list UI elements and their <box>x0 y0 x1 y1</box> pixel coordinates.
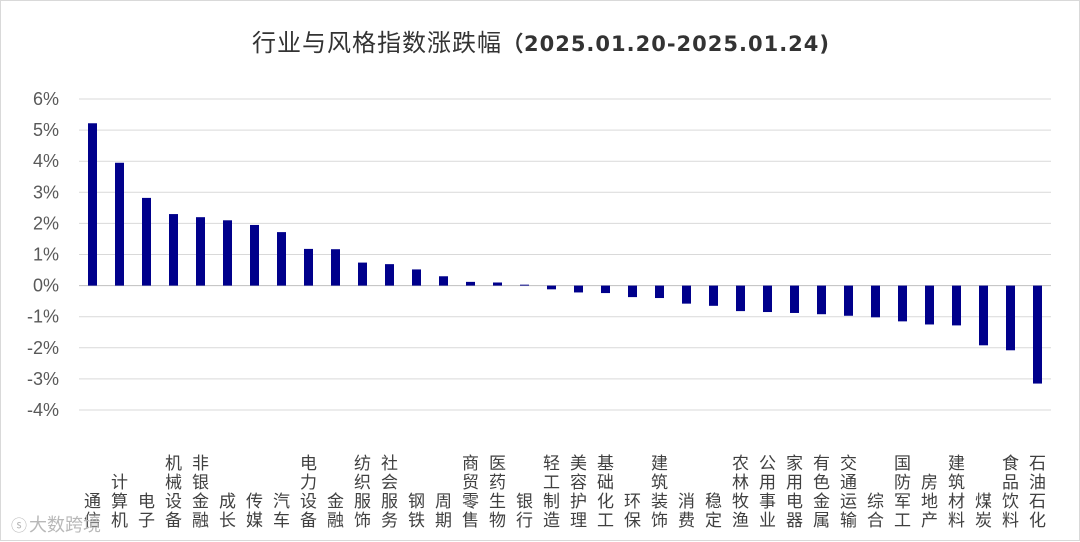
bar <box>466 281 475 286</box>
x-tick-label: 轻工制造 <box>543 454 560 531</box>
bar <box>790 285 799 313</box>
bar <box>250 224 259 286</box>
y-tick-label: 4% <box>33 151 59 171</box>
chart-title-date-range: （2025.01.20-2025.01.24) <box>501 32 830 56</box>
x-tick-label: 非银金融 <box>192 454 209 531</box>
x-tick-label: 纺织服饰 <box>354 454 371 531</box>
watermark-logo-icon: ⓢ <box>11 516 28 535</box>
y-tick-label: -2% <box>27 338 59 358</box>
y-tick-label: 3% <box>33 182 59 202</box>
bar <box>817 285 826 315</box>
bar <box>358 262 367 286</box>
x-tick-label: 公用事业 <box>759 454 776 531</box>
x-tick-label: 美容护理 <box>570 454 587 531</box>
x-tick-label: 国防军工 <box>894 454 911 531</box>
bar <box>952 285 961 326</box>
chart-title-main: 行业与风格指数涨跌幅 <box>251 29 502 57</box>
x-tick-label: 环保 <box>624 492 641 531</box>
x-tick-label: 金融 <box>327 492 344 531</box>
bar <box>925 285 934 325</box>
x-tick-label: 农林牧渔 <box>732 454 749 531</box>
x-tick-label: 通信 <box>84 492 101 531</box>
bar <box>115 162 124 286</box>
x-tick-label: 稳定 <box>705 492 722 531</box>
bar <box>304 248 313 286</box>
watermark-text: 大数跨境 <box>29 515 102 536</box>
y-tick-label: -4% <box>27 400 59 420</box>
y-tick-label: 2% <box>33 213 59 233</box>
x-tick-label: 计算机 <box>111 473 128 531</box>
x-tick-label: 钢铁 <box>408 492 425 531</box>
y-tick-label: -3% <box>27 369 59 389</box>
x-tick-label: 房地产 <box>921 473 938 531</box>
bar <box>493 282 502 286</box>
x-tick-label: 基础化工 <box>597 454 614 531</box>
bar <box>547 285 556 290</box>
bar <box>655 285 664 299</box>
x-tick-label: 机械设备 <box>165 454 182 531</box>
x-tick-label: 建筑装饰 <box>651 454 668 531</box>
chart-title: 行业与风格指数涨跌幅（2025.01.20-2025.01.24) <box>1 23 1080 58</box>
x-tick-label: 电力设备 <box>300 454 317 531</box>
bar <box>682 285 691 304</box>
y-tick-label: 1% <box>33 245 59 265</box>
bar <box>601 285 610 294</box>
bar <box>763 285 772 313</box>
bar <box>1006 285 1015 351</box>
x-tick-label: 成长 <box>219 492 236 531</box>
x-tick-label: 周期 <box>435 492 452 531</box>
bar <box>898 285 907 322</box>
y-tick-label: 0% <box>33 276 59 296</box>
bar <box>574 285 583 293</box>
bar <box>709 285 718 306</box>
x-tick-label: 有色金属 <box>813 454 830 531</box>
bar <box>1033 285 1042 384</box>
x-tick-label: 石油石化 <box>1029 454 1046 531</box>
x-tick-label: 综合 <box>867 492 884 531</box>
bar <box>736 285 745 312</box>
bar <box>844 285 853 316</box>
x-tick-label: 医药生物 <box>489 454 506 531</box>
x-tick-label: 煤炭 <box>975 492 992 531</box>
bar <box>277 232 286 286</box>
x-tick-label: 传媒 <box>246 492 263 531</box>
bar <box>439 276 448 286</box>
bar <box>223 220 232 286</box>
x-tick-label: 家用电器 <box>786 454 803 531</box>
bar <box>979 285 988 346</box>
y-tick-label: -1% <box>27 307 59 327</box>
y-tick-label: 6% <box>33 89 59 109</box>
bar <box>385 264 394 286</box>
x-tick-label: 社会服务 <box>381 454 398 531</box>
bar <box>88 123 97 286</box>
bar <box>520 284 529 286</box>
x-tick-label: 电子 <box>138 492 155 531</box>
bar <box>169 214 178 286</box>
x-tick-label: 银行 <box>516 492 533 531</box>
x-tick-label: 食品饮料 <box>1002 454 1019 531</box>
x-tick-label: 商贸零售 <box>462 454 479 531</box>
x-tick-label: 交通运输 <box>840 454 857 531</box>
bar <box>871 285 880 318</box>
watermark: ⓢ 大数跨境 <box>11 511 101 537</box>
y-tick-label: 5% <box>33 120 59 140</box>
x-tick-label: 建筑材料 <box>948 454 965 531</box>
x-tick-label: 消费 <box>678 492 695 531</box>
bar <box>331 249 340 286</box>
bar <box>196 217 205 286</box>
bar <box>412 269 421 286</box>
bar <box>142 197 151 286</box>
bar <box>628 285 637 298</box>
x-tick-label: 汽车 <box>273 492 290 531</box>
